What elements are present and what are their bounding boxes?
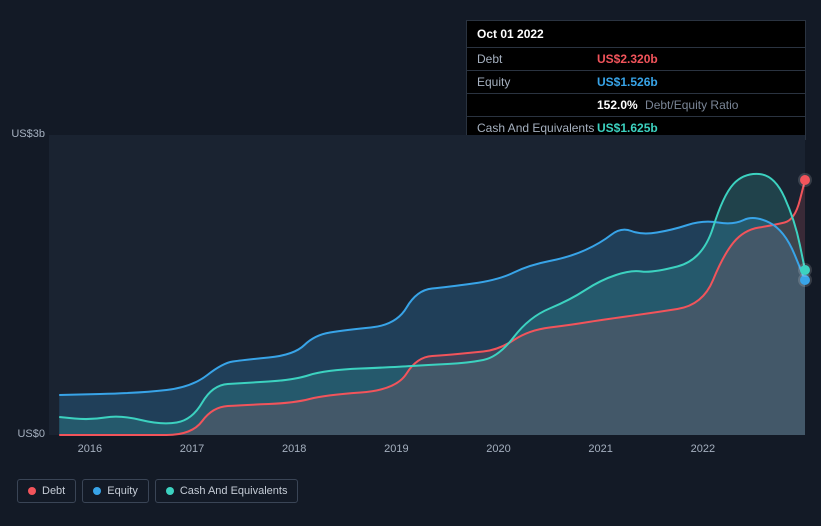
tooltip-row-extra: Debt/Equity Ratio — [642, 98, 739, 112]
legend-label: Equity — [107, 485, 138, 497]
plot-area — [49, 135, 805, 435]
tooltip-row-value: US$1.625b — [597, 121, 658, 135]
end-marker-debt — [800, 175, 810, 185]
legend-item-equity[interactable]: Equity — [82, 479, 149, 503]
y-tick-label: US$3b — [11, 128, 45, 140]
data-tooltip: Oct 01 2022 DebtUS$2.320bEquityUS$1.526b… — [466, 20, 806, 140]
chart-svg — [49, 135, 805, 435]
tooltip-row: 152.0% Debt/Equity Ratio — [467, 94, 805, 117]
legend-item-debt[interactable]: Debt — [17, 479, 76, 503]
end-marker-equity — [800, 275, 810, 285]
x-tick-label: 2016 — [78, 443, 102, 455]
legend-label: Debt — [42, 485, 65, 497]
tooltip-date: Oct 01 2022 — [467, 21, 805, 48]
y-tick-label: US$0 — [17, 428, 45, 440]
tooltip-row-label: Equity — [477, 75, 597, 89]
legend-dot-icon — [166, 487, 174, 495]
tooltip-row-label: Debt — [477, 52, 597, 66]
legend-dot-icon — [28, 487, 36, 495]
legend-label: Cash And Equivalents — [180, 485, 288, 497]
legend-dot-icon — [93, 487, 101, 495]
tooltip-rows: DebtUS$2.320bEquityUS$1.526b152.0% Debt/… — [467, 48, 805, 139]
end-marker-cash-and-equivalents — [800, 265, 810, 275]
x-tick-label: 2017 — [180, 443, 204, 455]
legend-item-cash-and-equivalents[interactable]: Cash And Equivalents — [155, 479, 299, 503]
legend: Debt Equity Cash And Equivalents — [17, 479, 298, 503]
tooltip-row-value: 152.0% Debt/Equity Ratio — [597, 98, 738, 112]
x-axis: 2016 2017 2018 2019 2020 2021 2022 — [49, 443, 805, 463]
tooltip-row: EquityUS$1.526b — [467, 71, 805, 94]
x-tick-label: 2018 — [282, 443, 306, 455]
tooltip-row-value: US$1.526b — [597, 75, 658, 89]
x-tick-label: 2022 — [691, 443, 715, 455]
x-tick-label: 2020 — [486, 443, 510, 455]
tooltip-row-value: US$2.320b — [597, 52, 658, 66]
tooltip-row-label — [477, 98, 597, 112]
tooltip-row-label: Cash And Equivalents — [477, 121, 597, 135]
x-tick-label: 2019 — [384, 443, 408, 455]
tooltip-row: DebtUS$2.320b — [467, 48, 805, 71]
x-tick-label: 2021 — [588, 443, 612, 455]
